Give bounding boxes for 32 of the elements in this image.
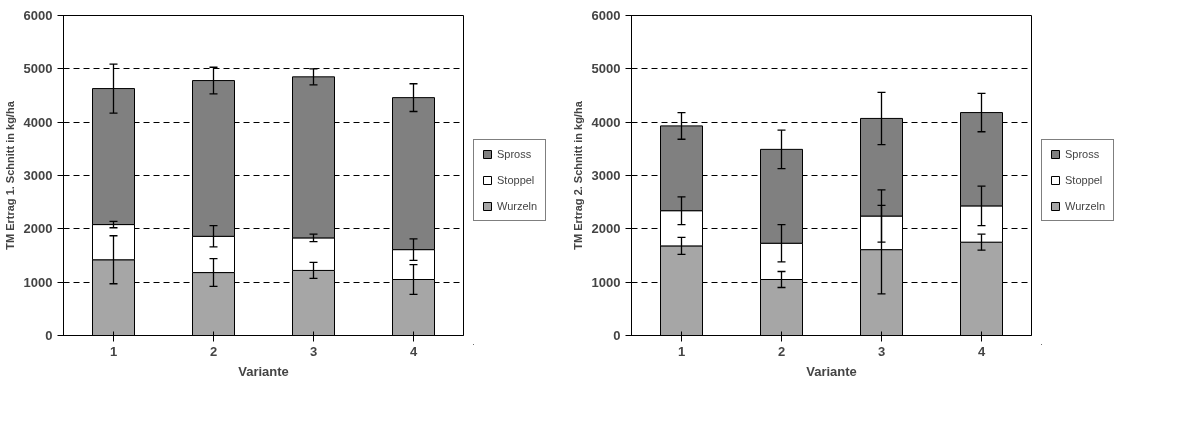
x-tick-label: 1 [109, 343, 118, 359]
x-tick-label: 3 [877, 343, 886, 359]
y-tick-label: 1000 [591, 274, 621, 290]
y-tick-label: 3000 [23, 168, 53, 183]
x-tick-label: 3 [309, 343, 318, 359]
y-tick-label: 5000 [23, 61, 53, 77]
x-tick-label: 2 [777, 343, 786, 359]
y-tick-label: 2000 [591, 221, 621, 237]
legend-label: Stoppel [1065, 173, 1103, 186]
y-tick-label: 6000 [591, 8, 621, 23]
y-tick-label: 3000 [591, 168, 621, 183]
y-axis-title: TM Ertrag 1. Schnitt in kg/ha [3, 100, 16, 250]
x-tick-label: 2 [209, 343, 218, 359]
y-tick-label: 4000 [591, 114, 621, 130]
legend-label: Wurzeln [497, 199, 538, 212]
y-tick-label: 4000 [23, 114, 53, 130]
y-tick-label: 0 [45, 328, 53, 343]
x-axis-title: Variante [806, 363, 857, 379]
y-tick-label: 1000 [23, 274, 53, 290]
legend-label: Stoppel [497, 173, 535, 186]
legend-label: Spross [1065, 147, 1100, 160]
legend-label: Spross [497, 147, 532, 160]
y-axis-title: TM Ertrag 2. Schnitt in kg/ha [571, 100, 584, 250]
y-tick-label: 0 [613, 328, 621, 343]
x-axis-title: Variante [238, 363, 289, 379]
y-tick-label: 2000 [23, 221, 53, 237]
x-tick-label: 4 [977, 343, 986, 359]
x-tick-label: 1 [677, 343, 686, 359]
y-tick-label: 5000 [591, 61, 621, 77]
x-tick-label: 4 [409, 343, 418, 359]
y-tick-label: 6000 [23, 8, 53, 23]
legend-label: Wurzeln [1065, 199, 1106, 212]
